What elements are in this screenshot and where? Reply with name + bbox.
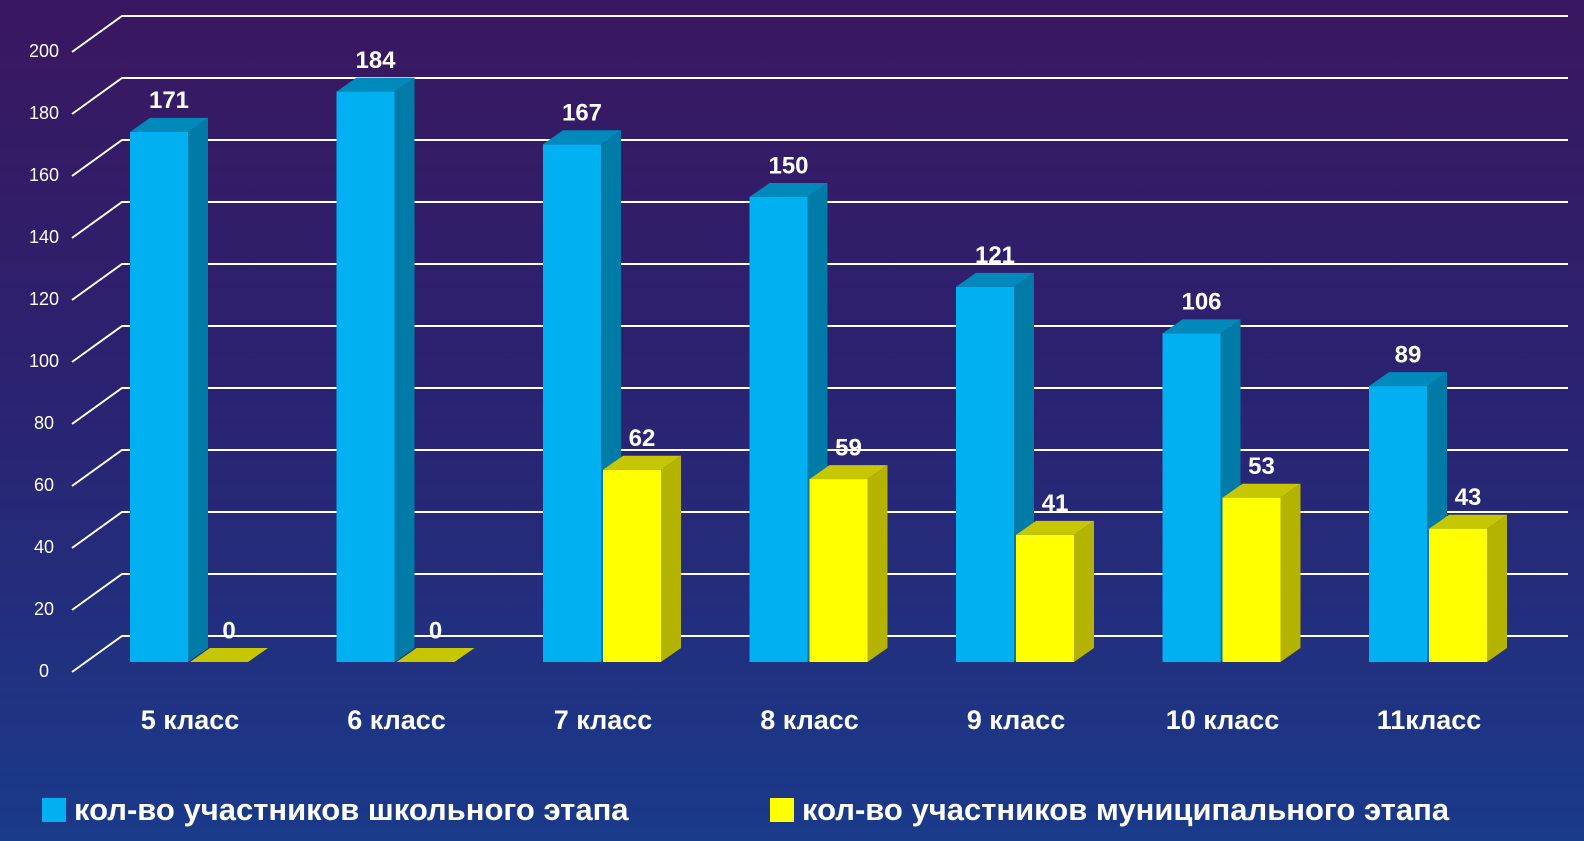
- bar-top: [749, 183, 828, 197]
- bar: [1429, 528, 1487, 662]
- bar-top: [603, 455, 681, 470]
- grid-line: [71, 325, 1568, 363]
- data-label: 0: [429, 617, 442, 644]
- y-tick-label: 100: [29, 351, 59, 371]
- y-tick-label: 140: [29, 227, 59, 247]
- bar-top: [956, 272, 1034, 287]
- bar-top: [190, 648, 268, 662]
- x-tick-label: 5 класс: [141, 705, 240, 735]
- bar-side: [188, 117, 208, 662]
- bar-side: [867, 465, 888, 662]
- bar: [1369, 386, 1427, 662]
- grid-line: [71, 139, 1568, 177]
- x-tick-label: 8 класс: [760, 705, 859, 735]
- bar-side: [661, 455, 681, 662]
- data-label: 121: [975, 242, 1015, 269]
- bar-side: [1487, 514, 1507, 662]
- bar: [130, 131, 188, 662]
- bar-top: [1222, 483, 1301, 498]
- bar-top: [336, 77, 415, 92]
- x-tick-label: 11класс: [1377, 705, 1482, 735]
- bar-top: [1162, 319, 1241, 334]
- bar-top: [130, 117, 208, 132]
- grid-line: [71, 511, 1568, 549]
- data-label: 150: [768, 152, 808, 179]
- bar-top: [396, 648, 475, 662]
- data-label: 0: [222, 617, 235, 644]
- bar: [336, 91, 395, 663]
- bar: [956, 286, 1014, 662]
- y-tick-label: 200: [29, 41, 59, 61]
- bar-side: [394, 77, 415, 663]
- grid-line: [71, 201, 1568, 239]
- data-label: 184: [355, 47, 396, 74]
- grid-line: [71, 77, 1568, 115]
- bar-top: [1369, 372, 1447, 387]
- bar: [603, 469, 661, 662]
- bar: [1016, 534, 1074, 662]
- bar-side: [1074, 520, 1094, 662]
- y-tick-label: 40: [34, 537, 54, 557]
- x-tick-label: 10 класс: [1166, 705, 1280, 735]
- bar-side: [1280, 483, 1301, 662]
- bar: [543, 144, 601, 663]
- legend-label: кол-во участников школьного этапа: [74, 792, 629, 827]
- grid-line: [71, 449, 1568, 487]
- grid-line: [71, 387, 1568, 425]
- data-label: 43: [1455, 484, 1482, 511]
- x-tick-label: 7 класс: [554, 705, 653, 735]
- bar-top: [1016, 520, 1094, 535]
- grid-line: [71, 15, 1568, 53]
- data-label: 53: [1248, 453, 1275, 480]
- grid-line: [71, 263, 1568, 301]
- legend-swatch: [770, 798, 794, 822]
- y-tick-label: 60: [34, 475, 54, 495]
- data-label: 167: [562, 100, 602, 127]
- y-tick-label: 0: [39, 661, 49, 681]
- y-tick-label: 160: [29, 165, 59, 185]
- data-label: 171: [149, 87, 189, 114]
- bar: [1162, 333, 1221, 662]
- bar-top: [1429, 514, 1507, 529]
- y-tick-label: 120: [29, 289, 59, 309]
- legend-swatch: [42, 798, 66, 822]
- y-tick-label: 80: [34, 413, 54, 433]
- bar: [1222, 497, 1281, 662]
- y-tick-label: 20: [34, 599, 54, 619]
- x-tick-label: 9 класс: [967, 705, 1066, 735]
- y-tick-label: 180: [29, 103, 59, 123]
- legend-label: кол-во участников муниципального этапа: [802, 792, 1450, 827]
- data-label: 62: [629, 425, 656, 452]
- bar: [749, 197, 808, 662]
- data-label: 106: [1181, 289, 1221, 316]
- data-label: 41: [1042, 490, 1069, 517]
- bar: [809, 479, 868, 662]
- data-label: 89: [1395, 341, 1422, 368]
- bar-top: [809, 465, 888, 480]
- bar-top: [543, 130, 621, 145]
- data-label: 59: [835, 434, 862, 461]
- x-tick-label: 6 класс: [347, 705, 446, 735]
